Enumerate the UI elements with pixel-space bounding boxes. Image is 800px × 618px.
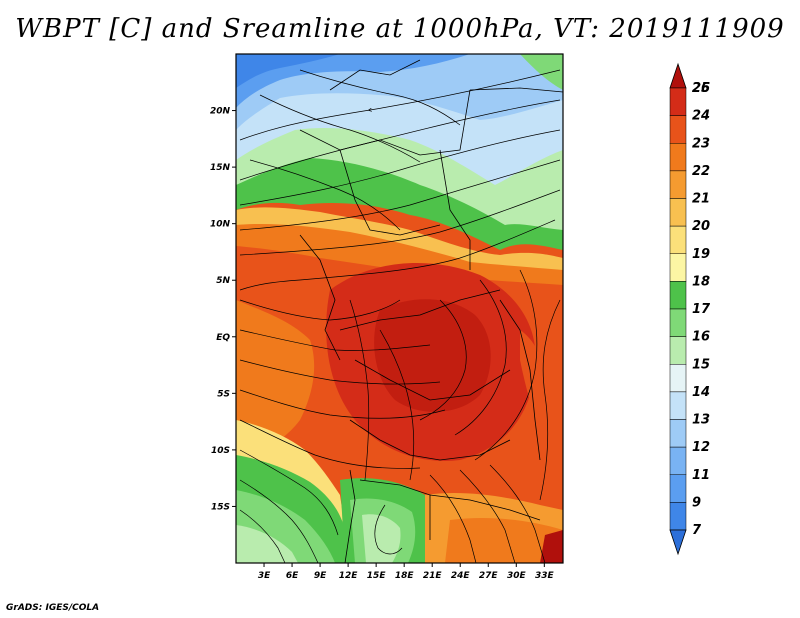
colorbar-label: 18 <box>692 274 710 289</box>
colorbar-label: 21 <box>692 192 710 207</box>
colorbar-swatch <box>669 446 687 475</box>
lon-tick-label: 33E <box>535 571 555 581</box>
lat-tick-label: 5S <box>217 389 230 399</box>
lat-tick-label: 5N <box>216 276 230 286</box>
grads-credit: GrADS: IGES/COLA <box>6 603 100 613</box>
colorbar-swatch <box>669 502 687 531</box>
colorbar-label: 25 <box>692 81 710 96</box>
lon-tick-label: 9E <box>314 571 327 581</box>
colorbar-top-arrow <box>669 62 687 89</box>
lat-tick-label: 20N <box>210 107 231 117</box>
colorbar-label: 19 <box>692 247 710 262</box>
colorbar-label: 24 <box>692 109 710 124</box>
lon-tick-label: 12E <box>339 571 359 581</box>
colorbar-swatch <box>669 419 687 448</box>
colorbar-bottom-arrow <box>669 529 687 556</box>
latitude-axis: 20N 15N 10N 5N EQ 5S 10S 15S <box>210 107 236 512</box>
colorbar-label: 12 <box>692 440 710 455</box>
lon-tick-label: 3E <box>258 571 271 581</box>
colorbar-swatch <box>669 87 687 116</box>
colorbar-swatch <box>669 115 687 144</box>
colorbar-label: 14 <box>692 385 710 400</box>
longitude-axis: 3E 6E 9E 12E 15E 18E 21E 24E 27E 30E 33E <box>258 563 555 581</box>
colorbar-swatch <box>669 391 687 420</box>
colorbar-label: 26 <box>692 81 710 96</box>
lat-tick-label: 15S <box>211 502 230 512</box>
colorbar-label: 11 <box>692 468 710 483</box>
colorbar-label: 20 <box>692 219 710 234</box>
colorbar-label: 15 <box>692 357 710 372</box>
lon-tick-label: 30E <box>507 571 527 581</box>
colorbar-swatch <box>669 364 687 393</box>
colorbar-swatch <box>669 474 687 503</box>
colorbar-label: 9 <box>692 495 701 510</box>
map-title: WBPT [C] and Sreamline at 1000hPa, VT: 2… <box>15 14 785 44</box>
colorbar-swatch <box>669 170 687 199</box>
colorbar-label: 16 <box>692 330 710 345</box>
country-borders <box>299 59 563 563</box>
colorbar-swatch <box>669 308 687 337</box>
colorbar-label: 13 <box>692 413 710 428</box>
lat-tick-label: EQ <box>216 333 230 343</box>
lon-tick-label: 6E <box>286 571 299 581</box>
lon-tick-label: 21E <box>423 571 443 581</box>
lon-tick-label: 15E <box>367 571 387 581</box>
colorbar-label: 7 <box>692 523 702 538</box>
colorbar-swatch <box>669 225 687 254</box>
colorbar-label: 17 <box>692 302 711 317</box>
wbpt-field <box>236 54 563 563</box>
lon-tick-label: 24E <box>451 571 471 581</box>
colorbar-swatch <box>669 253 687 282</box>
colorbar-label: 22 <box>692 164 710 179</box>
colorbar-swatch <box>669 143 687 172</box>
map-frame <box>235 53 564 564</box>
colorbar-label: 23 <box>692 136 710 151</box>
colorbar-swatch <box>669 198 687 227</box>
lat-tick-label: 10N <box>210 220 231 230</box>
lon-tick-label: 27E <box>479 571 499 581</box>
lat-tick-label: 15N <box>210 163 231 173</box>
colorbar-swatch <box>669 281 687 310</box>
lon-tick-label: 18E <box>395 571 415 581</box>
colorbar-swatch <box>669 336 687 365</box>
lat-tick-label: 10S <box>211 446 230 456</box>
